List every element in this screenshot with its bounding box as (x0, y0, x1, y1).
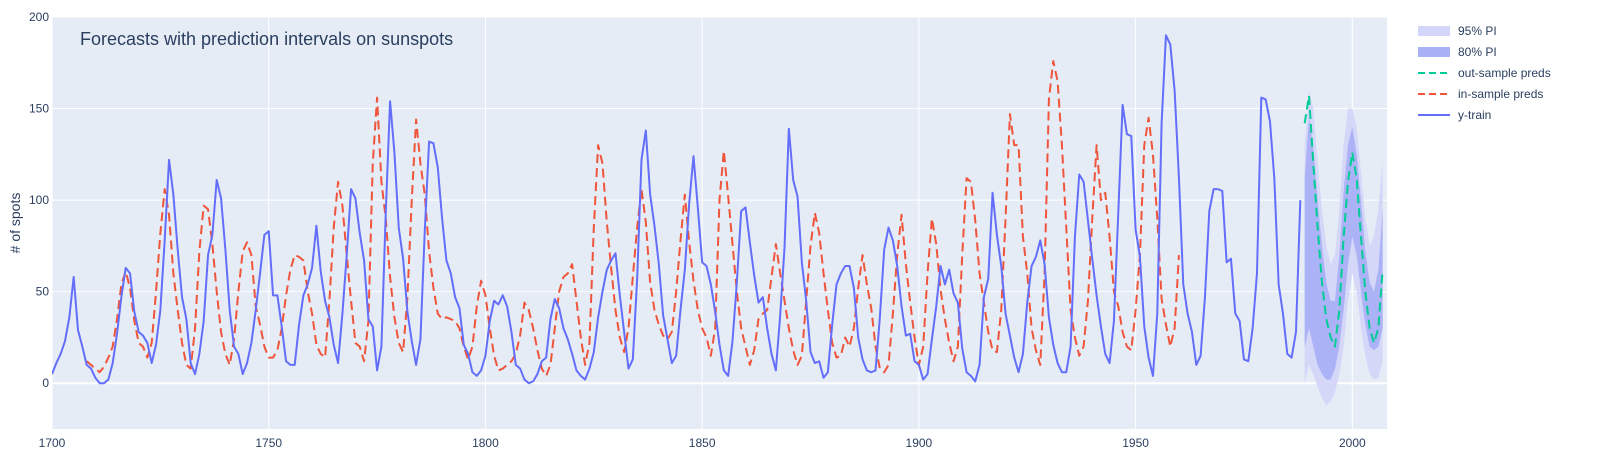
legend-label: in-sample preds (1458, 87, 1543, 101)
chart-title: Forecasts with prediction intervals on s… (80, 29, 453, 49)
legend-label: 80% PI (1458, 45, 1497, 59)
legend-label: out-sample preds (1458, 66, 1551, 80)
y-tick-label: 150 (29, 102, 49, 116)
x-tick-label: 2000 (1339, 436, 1366, 450)
in-sample-preds-line (86, 59, 1180, 377)
y-tick-label: 0 (42, 376, 49, 390)
legend[interactable]: 95% PI 80% PI out-sample preds in-sample pr… (1418, 24, 1551, 122)
x-tick-label: 1750 (255, 436, 282, 450)
legend-swatch (1418, 26, 1450, 36)
legend-item-80-pi[interactable]: 80% PI (1418, 45, 1497, 59)
y-tick-label: 100 (29, 193, 49, 207)
out-sample-preds-line (1303, 94, 1384, 348)
y-tick-label: 200 (29, 10, 49, 24)
y-train-line (52, 34, 1302, 385)
x-tick-label: 1850 (689, 436, 716, 450)
legend-swatch (1418, 47, 1450, 57)
y-axis-label: # of spots (7, 193, 23, 254)
legend-item-95-pi[interactable]: 95% PI (1418, 24, 1497, 38)
series-lines (52, 34, 1384, 385)
axes: 1700 1750 1800 1850 1900 1950 2000 0 50 100 150 200 (29, 10, 1366, 450)
legend-item-in-sample-preds[interactable]: in-sample preds (1418, 87, 1543, 101)
legend-label: y-train (1458, 108, 1491, 122)
legend-item-out-sample-preds[interactable]: out-sample preds (1418, 66, 1551, 80)
x-tick-label: 1950 (1122, 436, 1149, 450)
legend-label: 95% PI (1458, 24, 1497, 38)
legend-item-y-train[interactable]: y-train (1418, 108, 1491, 122)
x-tick-label: 1900 (906, 436, 933, 450)
x-tick-label: 1800 (472, 436, 499, 450)
y-tick-label: 50 (36, 285, 50, 299)
x-tick-label: 1700 (39, 436, 66, 450)
